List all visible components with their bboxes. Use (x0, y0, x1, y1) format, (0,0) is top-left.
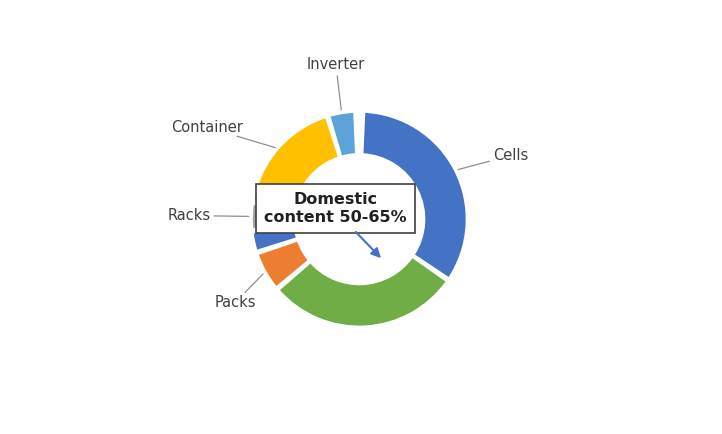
Wedge shape (362, 112, 467, 279)
Wedge shape (252, 227, 297, 251)
Wedge shape (257, 240, 310, 288)
Text: Domestic
content 50-65%: Domestic content 50-65% (264, 192, 406, 224)
Wedge shape (278, 256, 448, 327)
Text: Inverter: Inverter (307, 57, 365, 110)
Text: Racks: Racks (168, 208, 248, 223)
Wedge shape (253, 117, 339, 208)
Text: Packs: Packs (214, 274, 264, 310)
Wedge shape (329, 112, 357, 157)
Wedge shape (251, 204, 295, 230)
Text: Container: Container (171, 120, 275, 148)
Text: Cells: Cells (458, 148, 528, 170)
